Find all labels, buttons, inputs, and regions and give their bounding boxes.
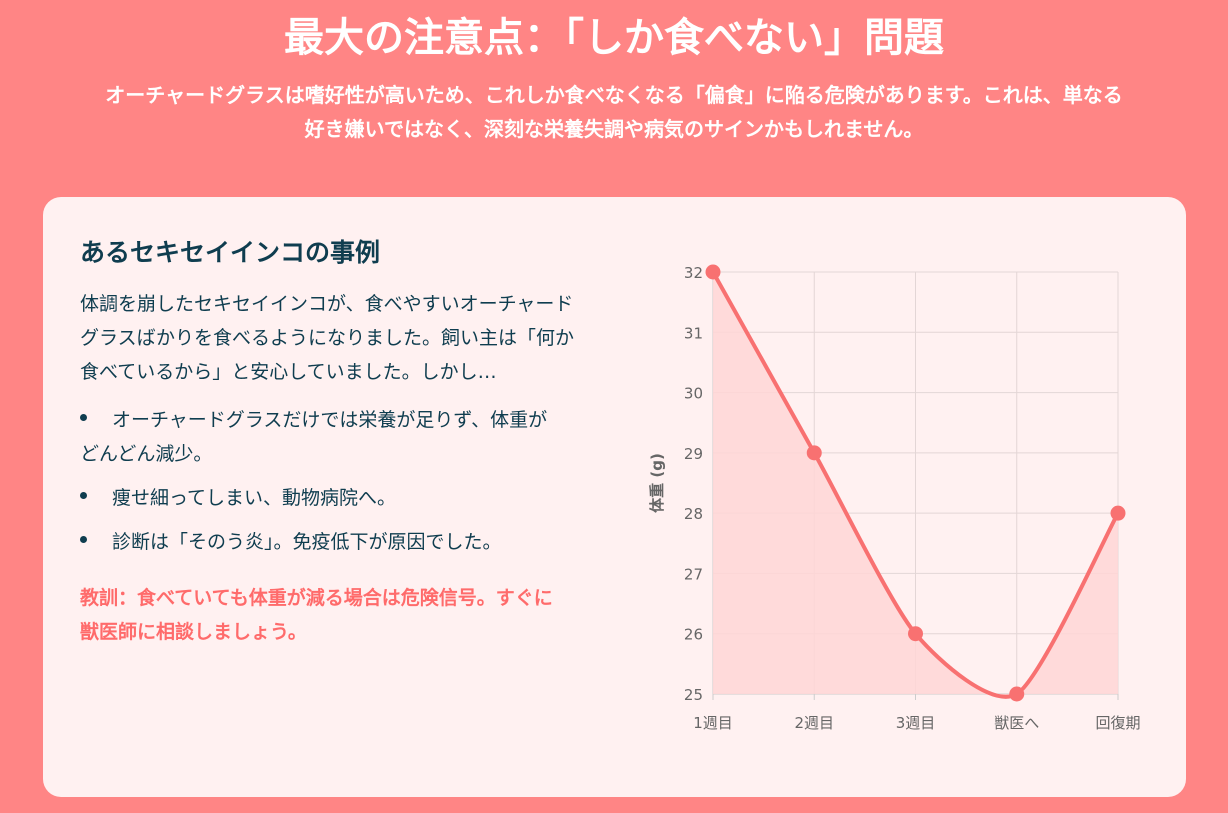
data-point [1009,686,1025,702]
y-tick-label: 28 [684,505,703,523]
y-tick-label: 31 [684,324,703,342]
page-subtitle: オーチャードグラスは嗜好性が高いため、これしか食べなくなる「偏食」に陥る危険があ… [105,83,1123,141]
y-tick-label: 27 [684,565,703,583]
y-tick-label: 25 [684,686,703,704]
data-point [1110,505,1126,521]
bullet-text: オーチャードグラスだけでは栄養が足りず、体重がどんどん減少。 [80,409,548,465]
data-point [705,264,721,280]
case-title: あるセキセイインコの事例 [80,238,381,267]
data-point [908,626,923,642]
y-tick-label: 26 [684,626,703,644]
case-card: あるセキセイインコの事例 体調を崩したセキセイインコが、食べやすいオーチャードグ… [43,197,1186,797]
y-tick-label: 29 [684,445,703,463]
bullet-text: 診断は「そのう炎」。免疫低下が原因でした。 [112,531,502,553]
x-tick-label: 回復期 [1095,714,1140,732]
y-tick-label: 30 [684,385,703,403]
bullet-item: オーチャードグラスだけでは栄養が足りず、体重がどんどん減少。 [80,403,560,471]
case-bullets: オーチャードグラスだけでは栄養が足りず、体重がどんどん減少。 痩せ細ってしまい、… [80,403,590,559]
lesson-text: 教訓：食べていても体重が減る場合は危険信号。すぐに獣医師に相談しましょう。 [80,587,553,643]
x-tick-label: 獣医へ [994,714,1039,732]
x-tick-label: 3週目 [896,714,936,732]
case-text-panel: あるセキセイインコの事例 体調を崩したセキセイインコが、食べやすいオーチャードグ… [80,229,590,649]
data-point [806,445,822,461]
bullet-dot-icon [80,492,87,499]
y-tick-label: 32 [684,264,703,282]
weight-chart: 25 26 27 28 29 30 31 32 1週目 2週目 3週目 獣医へ 回復期 体重 (g) [648,264,1141,732]
bullet-item: 診断は「そのう炎」。免疫低下が原因でした。 [80,525,560,559]
x-tick-label: 2週目 [794,714,834,732]
case-intro: 体調を崩したセキセイインコが、食べやすいオーチャードグラスばかりを食べるようにな… [80,293,575,383]
page-title: 最大の注意点：「しか食べない」問題 [284,15,944,61]
x-tick-label: 1週目 [693,714,733,732]
bullet-dot-icon [80,414,87,421]
series-area [713,272,1118,697]
y-axis-label: 体重 (g) [648,453,666,513]
bullet-text: 痩せ細ってしまい、動物病院へ。 [112,487,397,509]
bullet-item: 痩せ細ってしまい、動物病院へ。 [80,481,560,515]
bullet-dot-icon [80,536,87,543]
